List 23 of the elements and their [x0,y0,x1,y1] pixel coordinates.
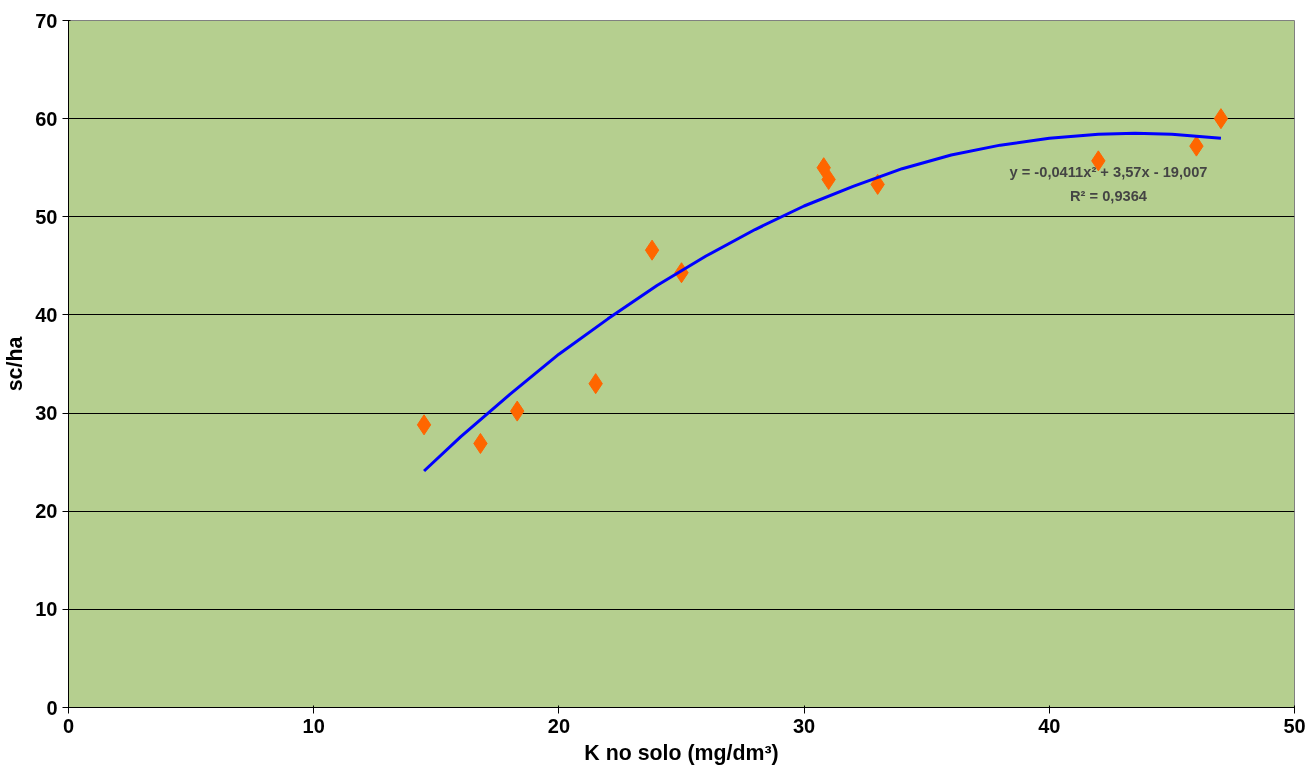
annotation: R² = 0,9364 [1070,187,1148,204]
x-tick-label: 40 [1038,714,1061,737]
x-axis-title: K no solo (mg/dm³) [584,740,779,765]
y-tick-label: 70 [35,9,58,32]
annotation: y = -0,0411x² + 3,57x - 19,007 [1009,163,1208,180]
y-tick-label: 20 [35,500,58,523]
x-tick-label: 0 [62,714,75,737]
y-tick-label: 0 [46,696,58,719]
point [473,433,488,454]
point [416,414,432,436]
x-tick-label: 20 [547,714,571,737]
x-tick-label: 30 [792,714,816,737]
y-tick-label: 50 [35,205,58,228]
x-tick-label: 10 [302,714,325,737]
y-axis-title: sc/ha [3,336,28,392]
y-tick-label: 30 [35,402,58,425]
point [644,239,660,261]
line-series [422,131,1223,473]
y-tick-label: 10 [35,598,58,621]
point [1213,108,1229,130]
y-tick-label: 40 [35,303,58,326]
y-tick-label: 60 [35,107,58,130]
x-tick-label: 50 [1283,714,1306,737]
